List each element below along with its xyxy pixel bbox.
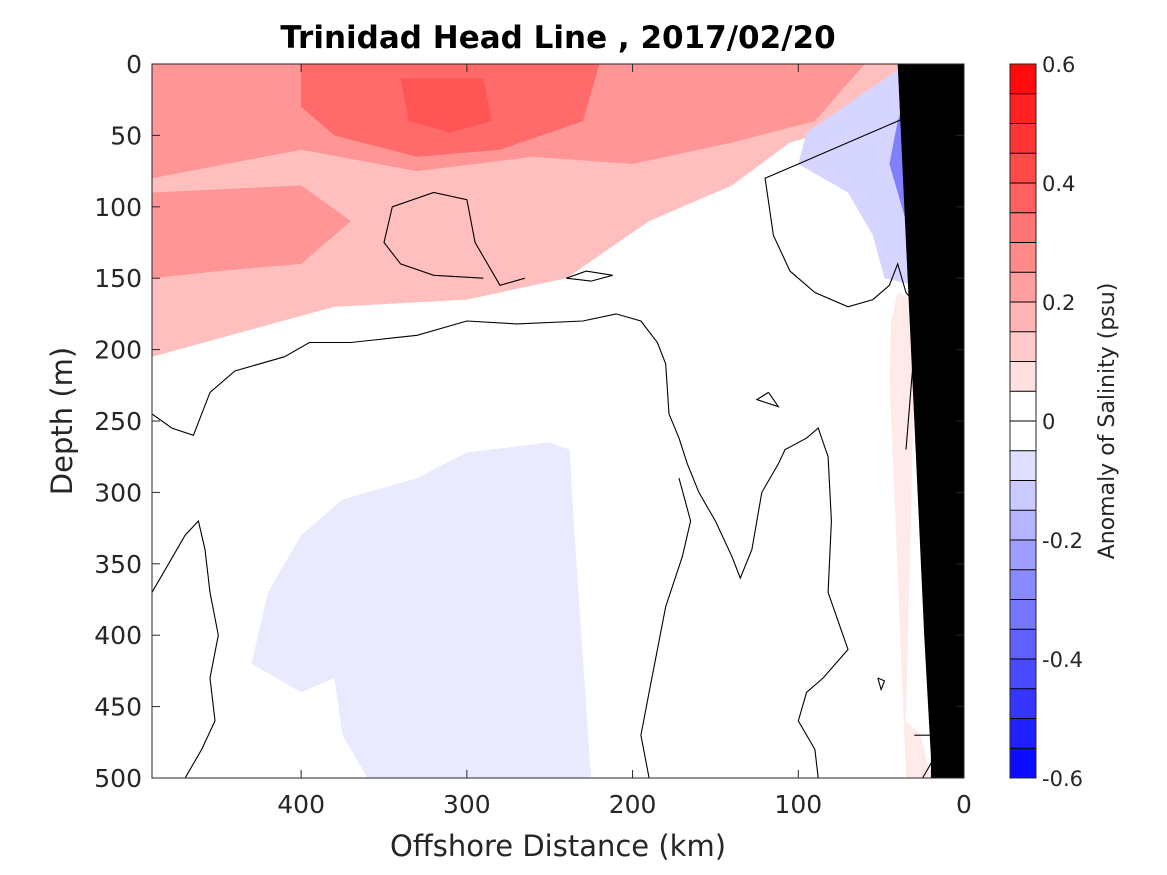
colorbar-tick-label: -0.4 xyxy=(1042,648,1083,672)
y-tick-label: 300 xyxy=(94,478,142,507)
colorbar-band xyxy=(1010,480,1036,511)
colorbar-band xyxy=(1010,153,1036,184)
y-tick-label: 400 xyxy=(94,621,142,650)
zero-contour-line xyxy=(877,677,886,692)
y-axis-ticks: 0 50 100 150 200 250 300 350 400 450 500 xyxy=(94,50,964,793)
x-axis-ticks: 400 300 200 100 0 xyxy=(277,64,972,819)
chart-title: Trinidad Head Line , 2017/02/20 xyxy=(280,20,835,56)
positive-anomaly-region xyxy=(889,292,931,778)
zero-contour-line xyxy=(383,191,526,286)
zero-contour-line xyxy=(152,519,219,778)
colorbar xyxy=(1010,64,1036,779)
zero-contour-line xyxy=(640,477,692,778)
colorbar-band xyxy=(1010,183,1036,214)
zero-contour-line xyxy=(764,134,919,450)
x-tick-label: 0 xyxy=(956,790,972,819)
colorbar-band xyxy=(1010,272,1036,303)
colorbar-tick-label: -0.2 xyxy=(1042,529,1083,553)
y-tick-label: 350 xyxy=(94,550,142,579)
y-tick-label: 100 xyxy=(94,193,142,222)
negative-anomaly-region xyxy=(251,442,592,778)
positive-anomaly-region xyxy=(152,185,351,279)
colorbar-label: Anomaly of Salinity (psu) xyxy=(1095,283,1120,560)
x-tick-label: 100 xyxy=(774,790,822,819)
colorbar-band xyxy=(1010,391,1036,422)
plot-area xyxy=(152,64,964,778)
colorbar-band xyxy=(1010,569,1036,600)
colorbar-band xyxy=(1010,748,1036,779)
zero-contour-line xyxy=(566,270,613,282)
colorbar-band xyxy=(1010,599,1036,630)
colorbar-band xyxy=(1010,302,1036,333)
zero-contour-line xyxy=(755,391,780,408)
colorbar-band xyxy=(1010,331,1036,362)
colorbar-band xyxy=(1010,540,1036,571)
colorbar-tick-label: 0.6 xyxy=(1042,53,1075,77)
bathymetry-seafloor xyxy=(897,64,964,778)
colorbar-ticks: 0.6 0.4 0.2 0 -0.2 -0.4 -0.6 xyxy=(1042,53,1083,791)
colorbar-band xyxy=(1010,688,1036,719)
x-tick-label: 200 xyxy=(609,790,657,819)
y-axis-label: Depth (m) xyxy=(45,347,79,495)
positive-anomaly-region xyxy=(400,78,492,133)
y-tick-label: 200 xyxy=(94,336,142,365)
x-tick-label: 300 xyxy=(443,790,491,819)
colorbar-band xyxy=(1010,64,1036,95)
colorbar-band xyxy=(1010,361,1036,392)
y-tick-label: 150 xyxy=(94,264,142,293)
x-axis-label: Offshore Distance (km) xyxy=(390,829,726,863)
colorbar-tick-label: 0 xyxy=(1042,410,1055,434)
y-tick-label: 500 xyxy=(94,764,142,793)
colorbar-band xyxy=(1010,93,1036,124)
colorbar-tick-label: 0.4 xyxy=(1042,172,1075,196)
colorbar-band xyxy=(1010,242,1036,273)
colorbar-tick-label: 0.2 xyxy=(1042,291,1075,315)
y-tick-label: 450 xyxy=(94,693,142,722)
colorbar-band xyxy=(1010,123,1036,154)
x-tick-label: 400 xyxy=(277,790,325,819)
colorbar-frame xyxy=(1009,63,1037,779)
colorbar-band xyxy=(1010,659,1036,690)
colorbar-tick-label: -0.6 xyxy=(1042,767,1083,791)
y-tick-label: 50 xyxy=(110,121,142,150)
colorbar-band xyxy=(1010,212,1036,243)
colorbar-band xyxy=(1010,450,1036,481)
y-tick-label: 0 xyxy=(126,50,142,79)
y-tick-label: 250 xyxy=(94,407,142,436)
colorbar-band xyxy=(1010,510,1036,541)
colorbar-band xyxy=(1010,421,1036,452)
bathymetry-layer xyxy=(897,64,964,778)
colorbar-band xyxy=(1010,629,1036,660)
zero-contour-line xyxy=(152,313,849,778)
colorbar-band xyxy=(1010,718,1036,749)
